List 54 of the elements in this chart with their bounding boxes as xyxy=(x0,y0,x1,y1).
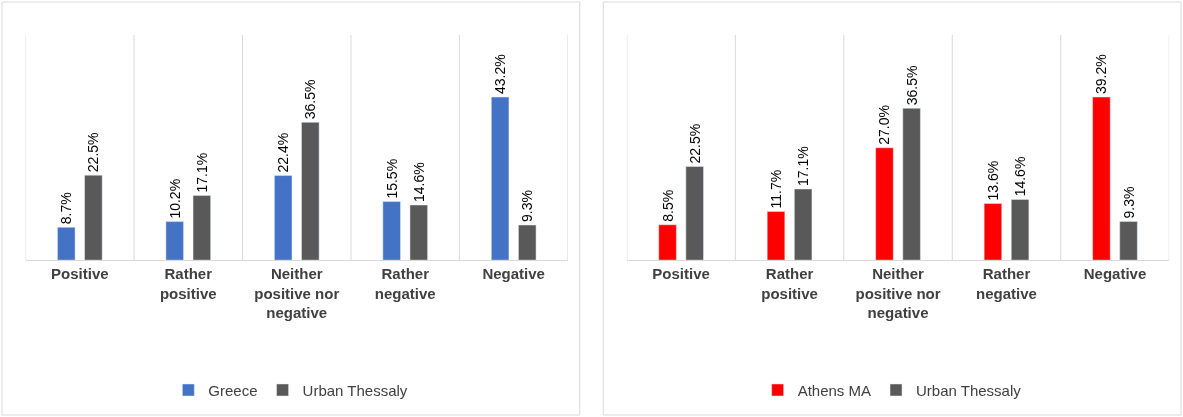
data-label: 14.6% xyxy=(410,162,427,202)
data-label: 22.5% xyxy=(85,132,102,173)
data-label: 10.2% xyxy=(166,178,183,219)
data-label: 8.7% xyxy=(58,192,75,225)
data-label: 13.6% xyxy=(984,160,1001,201)
x-tick-label: Neither positive nor negative xyxy=(855,265,941,322)
bar xyxy=(983,203,1003,261)
bar xyxy=(382,201,401,261)
x-tick-label: Negative xyxy=(482,265,545,283)
x-tick-label: Negative xyxy=(1083,265,1147,283)
bar xyxy=(518,224,537,261)
bar xyxy=(301,122,320,261)
data-label: 14.6% xyxy=(1012,156,1029,197)
data-label: 22.4% xyxy=(275,132,292,173)
data-label: 43.2% xyxy=(492,54,509,95)
bar xyxy=(766,211,786,261)
bar xyxy=(1119,221,1138,261)
legend-label: Greece xyxy=(208,381,258,399)
data-label: 17.1% xyxy=(795,146,812,186)
x-tick-label: Rather positive xyxy=(159,265,217,302)
bar xyxy=(409,204,428,261)
bar xyxy=(165,221,184,261)
x-tick-label: Neither positive nor negative xyxy=(254,265,340,322)
data-label: 27.0% xyxy=(876,105,893,145)
bar xyxy=(658,224,677,261)
bar xyxy=(685,166,704,261)
data-label: 8.5% xyxy=(659,189,676,222)
data-label: 22.5% xyxy=(686,123,703,164)
bar xyxy=(794,188,813,261)
data-label: 36.5% xyxy=(302,79,319,120)
data-label: 39.2% xyxy=(1093,54,1110,95)
data-label: 9.3% xyxy=(519,190,536,223)
bar xyxy=(875,147,894,261)
legend-label: Athens MA xyxy=(797,381,872,399)
bar xyxy=(57,227,76,261)
bar xyxy=(84,174,103,261)
data-label: 9.3% xyxy=(1120,186,1137,219)
x-tick-label: Positive xyxy=(51,265,109,283)
data-label: 17.1% xyxy=(193,152,210,193)
bar xyxy=(1011,199,1030,261)
x-tick-label: Rather negative xyxy=(976,265,1037,302)
data-label: 36.5% xyxy=(903,65,920,106)
bar xyxy=(192,195,211,261)
bar xyxy=(491,96,510,261)
legend-label: Urban Thessaly xyxy=(302,381,408,399)
x-tick-label: Rather positive xyxy=(761,265,818,302)
x-tick-label: Positive xyxy=(652,265,710,283)
data-label: 11.7% xyxy=(768,169,785,209)
data-label: 15.5% xyxy=(383,158,400,199)
bar xyxy=(902,108,921,261)
bar xyxy=(274,175,293,261)
x-tick-label: Rather negative xyxy=(374,265,436,302)
legend-label: Urban Thessaly xyxy=(916,381,1022,399)
bar xyxy=(1092,96,1111,261)
